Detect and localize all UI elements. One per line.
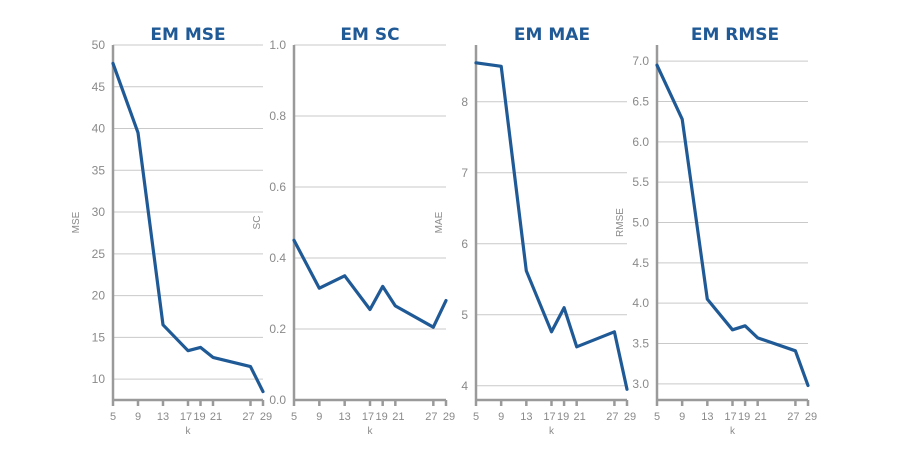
x-tick-label: 27 [787, 411, 799, 423]
x-tick-label: 19 [557, 411, 569, 423]
y-tick-label: 5.5 [632, 175, 649, 189]
x-tick-label: 13 [339, 411, 351, 423]
y-tick-label: 45 [92, 80, 106, 94]
x-tick-label: 5 [291, 411, 297, 423]
x-tick-label: 9 [135, 411, 141, 423]
x-tick-label: 27 [425, 411, 437, 423]
y-tick-label: 7 [461, 166, 468, 180]
x-tick-label: 5 [654, 411, 660, 423]
y-tick-label: 5.0 [632, 216, 649, 230]
x-tick-label: 21 [574, 411, 586, 423]
chart-title: EM SC [340, 25, 399, 45]
x-tick-label: 9 [498, 411, 504, 423]
y-tick-label: 0.6 [269, 180, 286, 194]
y-tick-label: 4.5 [632, 256, 649, 270]
y-axis-label: MAE [434, 211, 445, 233]
y-tick-label: 0.4 [269, 251, 286, 265]
x-tick-label: 29 [260, 411, 272, 423]
y-tick-label: 7.0 [632, 54, 649, 68]
y-axis-label: SC [252, 216, 263, 230]
x-tick-label: 17 [543, 411, 555, 423]
y-tick-label: 0.8 [269, 109, 286, 123]
y-tick-label: 5 [461, 308, 468, 322]
x-tick-label: 5 [473, 411, 479, 423]
y-tick-label: 30 [92, 205, 106, 219]
x-tick-label: 21 [392, 411, 404, 423]
y-tick-label: 4.0 [632, 296, 649, 310]
x-tick-label: 21 [755, 411, 767, 423]
x-tick-label: 29 [805, 411, 817, 423]
chart-title: EM MSE [150, 25, 225, 45]
x-tick-label: 17 [362, 411, 374, 423]
y-tick-label: 6.5 [632, 94, 649, 108]
x-tick-label: 21 [210, 411, 222, 423]
y-tick-label: 35 [92, 163, 106, 177]
chart-em-sc: EM SC 0.0 0.2 0.4 0.6 0.8 1.0 5 9 13 17 19 21 27 29 k SC [252, 25, 455, 437]
y-tick-label: 0.0 [269, 393, 286, 407]
series-line [655, 63, 810, 388]
y-tick-label: 10 [92, 372, 106, 386]
x-tick-label: 13 [701, 411, 713, 423]
x-tick-label: 17 [180, 411, 192, 423]
y-tick-label: 25 [92, 247, 106, 261]
chart-title: EM MAE [514, 25, 590, 45]
x-tick-label: 19 [193, 411, 205, 423]
x-tick-label: 17 [724, 411, 736, 423]
x-tick-label: 29 [443, 411, 455, 423]
x-tick-label: 9 [679, 411, 685, 423]
x-tick-label: 29 [624, 411, 636, 423]
y-tick-label: 4 [461, 379, 468, 393]
x-tick-label: 27 [242, 411, 254, 423]
y-tick-label: 6 [461, 237, 468, 251]
chart-em-rmse: EM RMSE 3.0 3.5 4.0 4.5 5.0 5.5 6.0 6.5 7.0 5 9 13 17… [615, 25, 817, 437]
x-tick-label: 27 [606, 411, 618, 423]
x-tick-label: 5 [110, 411, 116, 423]
series-line [474, 61, 629, 391]
x-axis-label: k [549, 426, 555, 437]
y-tick-label: 0.2 [269, 322, 286, 336]
y-tick-label: 20 [92, 289, 106, 303]
chart-title: EM RMSE [691, 25, 779, 45]
chart-em-mae: EM MAE 4 5 6 7 8 5 9 13 17 19 21 27 29 k MAE [434, 25, 636, 437]
y-axis-label: MSE [71, 211, 82, 233]
x-tick-label: 13 [520, 411, 532, 423]
y-tick-label: 3.0 [632, 377, 649, 391]
x-tick-label: 19 [738, 411, 750, 423]
y-tick-label: 15 [92, 330, 106, 344]
x-axis-label: k [730, 426, 736, 437]
y-tick-label: 40 [92, 122, 106, 136]
series-line [111, 61, 265, 394]
x-axis-label: k [186, 426, 192, 437]
chart-em-mse: EM MSE 10 15 20 25 30 35 40 45 50 5 9 13 17 19 21 27 29 k M… [71, 25, 272, 437]
x-tick-label: 13 [157, 411, 169, 423]
x-tick-label: 19 [376, 411, 388, 423]
x-axis-label: k [368, 426, 374, 437]
y-tick-label: 8 [461, 95, 468, 109]
y-tick-label: 1.0 [269, 38, 286, 52]
y-tick-label: 6.0 [632, 135, 649, 149]
y-tick-label: 3.5 [632, 337, 649, 351]
x-tick-label: 9 [316, 411, 322, 423]
series-line [292, 238, 448, 329]
y-axis-label: RMSE [615, 208, 626, 237]
y-tick-label: 50 [92, 38, 106, 52]
